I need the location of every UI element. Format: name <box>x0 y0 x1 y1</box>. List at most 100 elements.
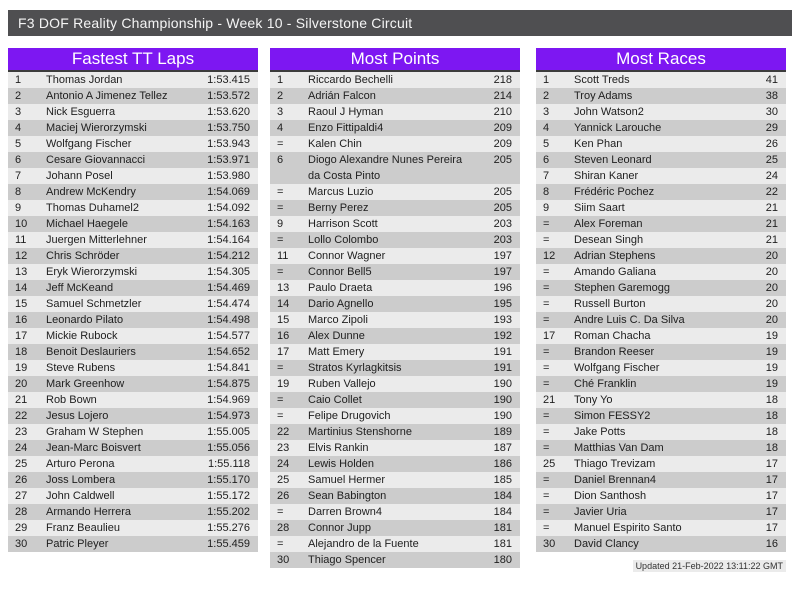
table-row: 5 Wolfgang Fischer 1:53.943 <box>8 136 258 152</box>
value-cell: 17 <box>765 522 778 534</box>
rank-cell: 21 <box>15 394 28 406</box>
table-row: = Caio Collet 190 <box>270 392 520 408</box>
value-cell: 1:54.498 <box>207 314 250 326</box>
value-cell: 1:54.163 <box>207 218 250 230</box>
board-fastest-tt-laps: Fastest TT Laps 1 Thomas Jordan 1:53.415 2 A… <box>8 48 258 552</box>
value-cell: 1:53.971 <box>207 154 250 166</box>
value-cell: 192 <box>493 330 512 342</box>
value-cell: 1:54.469 <box>207 282 250 294</box>
rank-cell: 22 <box>15 410 28 422</box>
name-cell: Leonardo Pilato <box>46 314 124 326</box>
name-cell: Alex Dunne <box>308 330 365 342</box>
rank-cell: 26 <box>277 490 290 502</box>
rank-cell: 26 <box>15 474 28 486</box>
rank-cell: 25 <box>15 458 28 470</box>
rank-cell: = <box>543 346 550 358</box>
value-cell: 22 <box>765 186 778 198</box>
leaderboards: Fastest TT Laps 1 Thomas Jordan 1:53.415 2 A… <box>0 48 800 574</box>
rank-cell: = <box>543 426 550 438</box>
name-cell: Amando Galiana <box>574 266 656 278</box>
rank-cell: = <box>277 186 284 198</box>
value-cell: 1:54.474 <box>207 298 250 310</box>
name-cell: Steven Leonard <box>574 154 652 166</box>
table-row: = Jake Potts 18 <box>536 424 786 440</box>
rank-cell: 30 <box>15 538 28 550</box>
value-cell: 180 <box>493 554 512 566</box>
rank-cell: = <box>277 266 284 278</box>
value-cell: 205 <box>493 202 512 214</box>
rank-cell: 3 <box>543 106 550 118</box>
name-cell: Yannick Larouche <box>574 122 662 134</box>
value-cell: 20 <box>765 314 778 326</box>
rank-cell: 19 <box>15 362 28 374</box>
rank-cell: 7 <box>543 170 550 182</box>
board-most-races: Most Races 1 Scott Treds 41 2 Troy Adams 38 3 J… <box>536 48 786 574</box>
table-row: = Stratos Kyrlagkitsis 191 <box>270 360 520 376</box>
board-rows: 1 Scott Treds 41 2 Troy Adams 38 3 John Watson2… <box>536 72 786 552</box>
name-cell: Manuel Espirito Santo <box>574 522 682 534</box>
value-cell: 203 <box>493 218 512 230</box>
table-row: = Alejandro de la Fuente 181 <box>270 536 520 552</box>
table-row: 11 Juergen Mitterlehner 1:54.164 <box>8 232 258 248</box>
table-row: 2 Troy Adams 38 <box>536 88 786 104</box>
rank-cell: 5 <box>15 138 22 150</box>
rank-cell: 21 <box>543 394 556 406</box>
value-cell: 185 <box>493 474 512 486</box>
name-cell: Michael Haegele <box>46 218 128 230</box>
name-cell: Patric Pleyer <box>46 538 109 550</box>
name-cell: Thiago Spencer <box>308 554 386 566</box>
table-row: = Felipe Drugovich 190 <box>270 408 520 424</box>
rank-cell: 2 <box>15 90 22 102</box>
board-most-points: Most Points 1 Riccardo Bechelli 218 2 Adrián… <box>270 48 520 568</box>
name-cell: Andre Luis C. Da Silva <box>574 314 685 326</box>
name-cell: Kalen Chin <box>308 138 362 150</box>
table-row: = Lollo Colombo 203 <box>270 232 520 248</box>
value-cell: 184 <box>493 490 512 502</box>
table-row: 16 Leonardo Pilato 1:54.498 <box>8 312 258 328</box>
value-cell: 210 <box>493 106 512 118</box>
rank-cell: = <box>543 378 550 390</box>
name-cell: Dion Santhosh <box>574 490 647 502</box>
table-row: 6 Cesare Giovannacci 1:53.971 <box>8 152 258 168</box>
rank-cell: 4 <box>543 122 550 134</box>
name-cell: Mark Greenhow <box>46 378 125 390</box>
rank-cell: = <box>543 234 550 246</box>
table-row: 22 Martinius Stenshorne 189 <box>270 424 520 440</box>
value-cell: 20 <box>765 298 778 310</box>
table-row: 6 Diogo Alexandre Nunes Pereira da Costa … <box>270 152 520 184</box>
rank-cell: 13 <box>277 282 290 294</box>
name-cell: Lewis Holden <box>308 458 375 470</box>
value-cell: 209 <box>493 122 512 134</box>
table-row: 10 Michael Haegele 1:54.163 <box>8 216 258 232</box>
value-cell: 18 <box>765 394 778 406</box>
value-cell: 1:54.305 <box>207 266 250 278</box>
value-cell: 1:54.577 <box>207 330 250 342</box>
rank-cell: = <box>543 314 550 326</box>
table-row: 3 John Watson2 30 <box>536 104 786 120</box>
value-cell: 191 <box>493 362 512 374</box>
name-cell: Benoit Deslauriers <box>46 346 136 358</box>
value-cell: 21 <box>765 234 778 246</box>
table-row: = Brandon Reeser 19 <box>536 344 786 360</box>
table-row: 30 Patric Pleyer 1:55.459 <box>8 536 258 552</box>
name-cell: Adrián Falcon <box>308 90 376 102</box>
name-cell: Matthias Van Dam <box>574 442 664 454</box>
table-row: = Andre Luis C. Da Silva 20 <box>536 312 786 328</box>
table-row: 8 Andrew McKendry 1:54.069 <box>8 184 258 200</box>
app-header: F3 DOF Reality Championship - Week 10 - … <box>8 10 792 36</box>
table-row: 7 Shiran Kaner 24 <box>536 168 786 184</box>
value-cell: 1:54.969 <box>207 394 250 406</box>
value-cell: 187 <box>493 442 512 454</box>
rank-cell: 3 <box>277 106 284 118</box>
table-row: 12 Chris Schröder 1:54.212 <box>8 248 258 264</box>
value-cell: 193 <box>493 314 512 326</box>
value-cell: 197 <box>493 250 512 262</box>
board-title: Fastest TT Laps <box>8 48 258 72</box>
rank-cell: 5 <box>543 138 550 150</box>
table-row: 7 Johann Posel 1:53.980 <box>8 168 258 184</box>
value-cell: 18 <box>765 426 778 438</box>
board-rows: 1 Riccardo Bechelli 218 2 Adrián Falcon 214 3 R… <box>270 72 520 568</box>
value-cell: 1:53.750 <box>207 122 250 134</box>
table-row: 6 Steven Leonard 25 <box>536 152 786 168</box>
rank-cell: = <box>277 138 284 150</box>
